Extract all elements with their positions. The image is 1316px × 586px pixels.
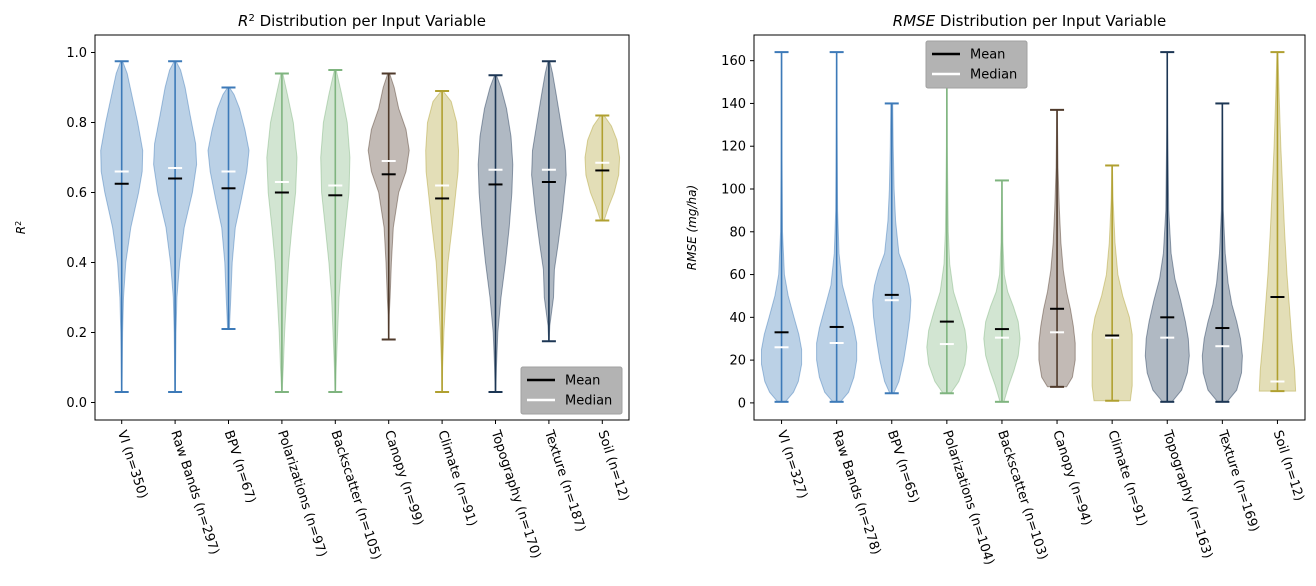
x-category-label: Raw Bands (n=278) (829, 429, 883, 557)
violin-1 (100, 60, 144, 393)
y-axis-label: R2 (14, 221, 29, 234)
chart-title: RMSE Distribution per Input Variable (893, 12, 1166, 30)
x-category-label: Canopy (n=99) (381, 429, 426, 528)
chart-title-rest: Distribution per Input Variable (255, 12, 486, 30)
y-axis-label-superscript: 2 (14, 221, 23, 226)
violin-10 (584, 114, 621, 222)
x-category-label: Texture (n=169) (1214, 428, 1261, 534)
violin-7 (425, 90, 460, 393)
y-tick-label: 160 (721, 54, 746, 69)
y-tick-label: 0.8 (66, 116, 87, 131)
plot-frame (753, 34, 1306, 421)
x-category-label: BPV (n=65) (884, 429, 922, 506)
chart-title-main: RMSE (893, 12, 936, 30)
chart-title-rest: Distribution per Input Variable (935, 12, 1166, 30)
y-tick-label: 60 (729, 268, 746, 283)
x-category-label: BPV (n=67) (221, 429, 259, 506)
violin-5 (320, 69, 351, 393)
violin-6 (367, 72, 410, 341)
legend-median-label: Median (565, 394, 612, 409)
chart-panel-2: RMSE Distribution per Input VariableRMSE… (685, 12, 1307, 567)
legend-mean-label: Mean (970, 48, 1005, 63)
y-tick-label: 120 (721, 140, 746, 155)
x-category-label: Soil (n=12) (1270, 429, 1307, 503)
y-tick-label: 0.6 (66, 186, 87, 201)
legend-mean-label: Mean (565, 374, 600, 389)
x-category-label: Polarizations (n=97) (274, 429, 329, 559)
legend: Mean Median (925, 40, 1028, 89)
y-tick-label: 20 (729, 354, 746, 369)
violin-1 (761, 51, 803, 403)
violin-5 (983, 179, 1021, 403)
x-category-label: Topography (n=163) (1159, 428, 1215, 561)
chart-title: R2 Distribution per Input Variable (238, 12, 486, 30)
legend: Mean Median (520, 366, 623, 415)
violin-4 (266, 72, 298, 393)
x-category-label: Polarizations (n=104) (939, 429, 997, 567)
violin-9 (1201, 102, 1243, 403)
violin-7 (1091, 164, 1133, 402)
violin-3 (207, 86, 250, 330)
y-tick-label: 1.0 (66, 46, 87, 61)
y-tick-label: 0.0 (66, 396, 87, 411)
x-category-label: Texture (n=187) (541, 428, 588, 534)
violin-8 (477, 74, 514, 393)
x-category-label: Topography (n=170) (487, 428, 543, 561)
violin-10 (1258, 51, 1297, 393)
y-tick-label: 0.4 (66, 256, 87, 271)
x-category-label: VI (n=350) (114, 429, 150, 501)
violin-4 (926, 51, 968, 395)
plot-frame (94, 34, 630, 421)
y-tick-label: 0 (738, 396, 746, 411)
x-category-label: Climate (n=91) (434, 429, 479, 529)
y-axis-label-main: R (14, 226, 28, 234)
x-category-label: Climate (n=91) (1104, 429, 1149, 529)
chart-title-superscript: 2 (248, 13, 254, 24)
y-tick-label: 40 (729, 311, 746, 326)
legend-median-label: Median (970, 68, 1017, 83)
x-category-label: Raw Bands (n=297) (167, 429, 221, 557)
x-category-label: Backscatter (n=103) (994, 429, 1050, 562)
violin-8 (1144, 51, 1190, 403)
violin-9 (531, 60, 567, 343)
violin-6 (1038, 108, 1076, 388)
violin-2 (153, 60, 198, 393)
violin-2 (816, 51, 858, 403)
x-category-label: Soil (n=12) (594, 429, 631, 503)
chart-panel-1: R2 Distribution per Input VariableR20.00… (14, 12, 632, 562)
x-category-label: Canopy (n=94) (1049, 429, 1094, 528)
y-tick-label: 0.2 (66, 326, 87, 341)
y-tick-label: 100 (721, 183, 746, 198)
x-category-label: Backscatter (n=105) (327, 429, 383, 562)
y-tick-label: 140 (721, 97, 746, 112)
chart-title-main: R (238, 12, 248, 30)
violin-3 (872, 102, 912, 395)
x-category-label: VI (n=327) (774, 429, 810, 501)
y-axis-label: RMSE (mg/ha) (685, 185, 699, 270)
y-tick-label: 80 (729, 225, 746, 240)
